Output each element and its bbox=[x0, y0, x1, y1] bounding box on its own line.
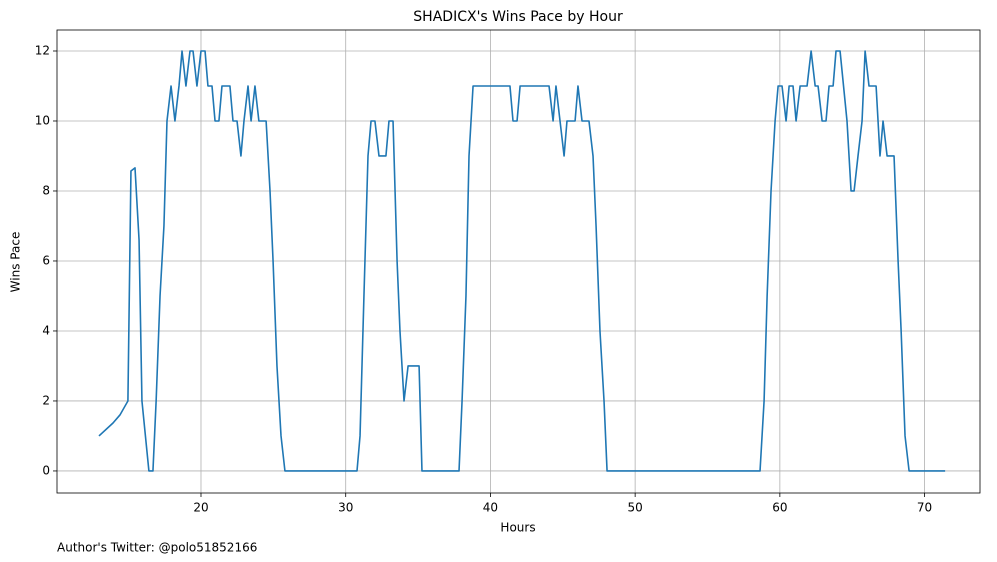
x-tick-label: 50 bbox=[628, 501, 643, 515]
y-tick-label: 12 bbox=[35, 43, 50, 57]
x-axis-label: Hours bbox=[500, 521, 535, 535]
line-series bbox=[98, 50, 946, 472]
x-tick-label: 70 bbox=[917, 501, 932, 515]
y-tick-label: 6 bbox=[42, 253, 50, 267]
x-tick-label: 60 bbox=[772, 501, 787, 515]
x-tick-label: 30 bbox=[338, 501, 353, 515]
plot-frame bbox=[56, 29, 981, 494]
y-axis-label: Wins Pace bbox=[9, 232, 23, 293]
y-tick-label: 8 bbox=[42, 183, 50, 197]
y-tick-label: 4 bbox=[42, 323, 50, 337]
footnote: Author's Twitter: @polo51852166 bbox=[57, 541, 257, 555]
x-tick-label: 20 bbox=[193, 501, 208, 515]
y-tick-label: 2 bbox=[42, 393, 50, 407]
y-tick-label: 0 bbox=[42, 463, 50, 477]
chart-title: SHADICX's Wins Pace by Hour bbox=[413, 9, 623, 25]
y-tick-label: 10 bbox=[35, 113, 50, 127]
x-tick-label: 40 bbox=[483, 501, 498, 515]
